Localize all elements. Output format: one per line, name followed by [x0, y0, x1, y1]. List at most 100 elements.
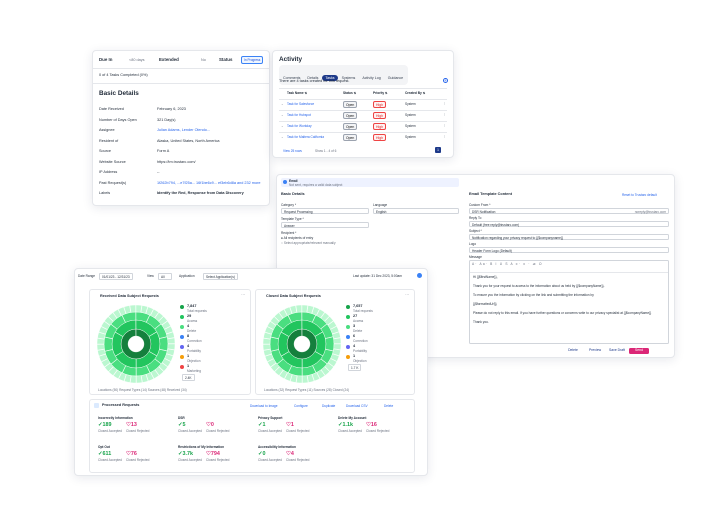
row-menu-icon[interactable]: ⋮ — [443, 123, 447, 127]
row-menu-icon[interactable]: ⋮ — [443, 112, 447, 116]
sunburst-segment[interactable] — [316, 369, 326, 379]
delete-action[interactable]: Delete — [384, 404, 394, 408]
tab-tasks[interactable]: Tasks — [322, 75, 338, 81]
task-name-link[interactable]: Task for Maltera California — [287, 135, 325, 139]
sunburst-segment[interactable] — [167, 337, 176, 344]
tab-systems[interactable]: Systems — [341, 76, 356, 80]
sunburst-segment[interactable] — [113, 369, 122, 380]
sunburst-segment[interactable] — [333, 337, 342, 344]
sunburst-segment[interactable] — [264, 326, 274, 335]
sunburst-segment[interactable] — [129, 304, 136, 313]
sunburst-segment[interactable] — [104, 316, 114, 326]
preview-button[interactable]: Preview — [588, 348, 602, 352]
sunburst-segment[interactable] — [154, 366, 164, 376]
sunburst-segment[interactable] — [296, 375, 303, 384]
column-header[interactable]: Task Name ⇅ — [287, 91, 308, 95]
send-button[interactable]: Send — [629, 348, 649, 354]
sunburst-segment[interactable] — [320, 366, 330, 376]
sunburst-segment[interactable] — [130, 375, 137, 384]
sunburst-segment[interactable] — [118, 306, 127, 316]
sunburst-segment[interactable] — [136, 375, 143, 384]
sunburst-segment[interactable] — [266, 321, 277, 330]
sunburst-segment[interactable] — [164, 326, 174, 335]
reply-to-select[interactable]: Default (free reply@trustarc.com) — [469, 221, 669, 227]
template-type-select[interactable]: Answer — [281, 222, 369, 228]
sunburst-segment[interactable] — [267, 358, 277, 368]
task-name-link[interactable]: Task for Workday — [287, 124, 312, 128]
sunburst-segment[interactable] — [269, 336, 279, 352]
language-select[interactable]: English — [373, 208, 459, 214]
sunburst-segment[interactable] — [302, 375, 309, 384]
sunburst-segment[interactable] — [141, 374, 149, 383]
chevron-down-icon[interactable]: ⌄ — [281, 113, 284, 117]
sunburst-segment[interactable] — [166, 331, 175, 339]
sunburst-segment[interactable] — [333, 343, 342, 350]
sunburst-segment[interactable] — [306, 305, 314, 314]
sunburst-segment[interactable] — [332, 348, 341, 356]
sunburst-segment[interactable] — [316, 308, 325, 319]
sunburst-segment[interactable] — [290, 374, 298, 383]
custom-from-input[interactable]: DSR Notification noreply@trustarc.com — [469, 208, 669, 214]
sunburst-segment[interactable] — [118, 372, 127, 382]
sunburst-segment[interactable] — [145, 372, 154, 382]
sunburst-segment[interactable] — [324, 362, 334, 372]
sunburst-segment[interactable] — [124, 374, 132, 383]
sunburst-segment[interactable] — [104, 362, 114, 372]
sunburst-segment[interactable] — [324, 316, 334, 326]
sunburst-segment[interactable] — [263, 332, 272, 340]
sunburst-segment[interactable] — [311, 372, 320, 382]
application-select[interactable]: Select Application(s) — [203, 273, 238, 280]
row-menu-icon[interactable]: ⋮ — [443, 134, 447, 138]
reset-default-link[interactable]: Reset to Trustarc default — [622, 193, 657, 197]
page-button[interactable]: 1 — [435, 147, 441, 153]
sunburst-segment[interactable] — [96, 344, 105, 351]
sunburst-segment[interactable] — [140, 305, 148, 314]
sunburst-segment[interactable] — [264, 353, 274, 362]
sunburst-segment[interactable] — [154, 312, 164, 322]
sunburst-segment[interactable] — [327, 320, 337, 330]
status-badge[interactable]: In Progress — [241, 56, 264, 64]
tab-comments[interactable]: Comments — [283, 76, 301, 80]
sunburst-segment[interactable] — [98, 353, 108, 362]
view-select[interactable]: All — [158, 273, 172, 280]
task-name-link[interactable]: Task for Salesforce — [287, 102, 315, 106]
chevron-down-icon[interactable]: ⌄ — [281, 124, 284, 128]
duplicate-action[interactable]: Duplicate — [322, 404, 336, 408]
sunburst-segment[interactable] — [274, 312, 284, 322]
delete-button[interactable]: Delete — [568, 348, 578, 352]
sunburst-segment[interactable] — [97, 349, 106, 357]
date-range-input[interactable]: 01/01/23 - 12/31/23 — [99, 273, 133, 280]
chevron-down-icon[interactable]: ⌄ — [281, 135, 284, 139]
sunburst-segment[interactable] — [278, 309, 288, 319]
sunburst-segment[interactable] — [274, 366, 284, 376]
legend-more-select[interactable]: 2.4K — [182, 374, 195, 381]
editor-toolbar[interactable]: A· Aa· B I U S A ≡· ≡ · ≔ Ω — [472, 262, 543, 266]
sunburst-segment[interactable] — [112, 309, 122, 319]
chevron-down-icon[interactable]: ⌄ — [281, 102, 284, 106]
sunburst-segment[interactable] — [96, 338, 105, 345]
column-header[interactable]: Status ⇅ — [343, 91, 357, 95]
configure-action[interactable]: Configure — [294, 404, 308, 408]
download-csv-action[interactable]: Download CSV — [346, 404, 368, 408]
column-header[interactable]: Priority ⇅ — [373, 91, 388, 95]
tab-guidance[interactable]: Guidance — [387, 76, 404, 80]
download-to-image-action[interactable]: Download to Image — [250, 404, 278, 408]
tab-details[interactable]: Details — [307, 76, 319, 80]
sunburst-segment[interactable] — [327, 358, 338, 367]
sunburst-segment[interactable] — [301, 304, 308, 313]
sunburst-segment[interactable] — [101, 358, 111, 368]
refresh-icon[interactable] — [417, 273, 422, 278]
sunburst-segment[interactable] — [158, 362, 168, 372]
sunburst-segment[interactable] — [263, 349, 272, 357]
sunburst-segment[interactable] — [284, 372, 293, 382]
detail-value[interactable]: 1f262b794, ...e7f25a... 16f1be6c9... ef3… — [157, 180, 261, 185]
sunburst-segment[interactable] — [98, 326, 108, 335]
sunburst-segment[interactable] — [311, 306, 320, 316]
sunburst-segment[interactable] — [97, 332, 106, 340]
save-draft-button[interactable]: Save Draft — [608, 348, 626, 352]
tab-activity-log[interactable]: Activity Log — [362, 76, 381, 80]
sunburst-segment[interactable] — [150, 369, 160, 379]
sunburst-segment[interactable] — [150, 308, 159, 319]
sunburst-segment[interactable] — [158, 316, 168, 326]
sunburst-segment[interactable] — [108, 312, 118, 322]
